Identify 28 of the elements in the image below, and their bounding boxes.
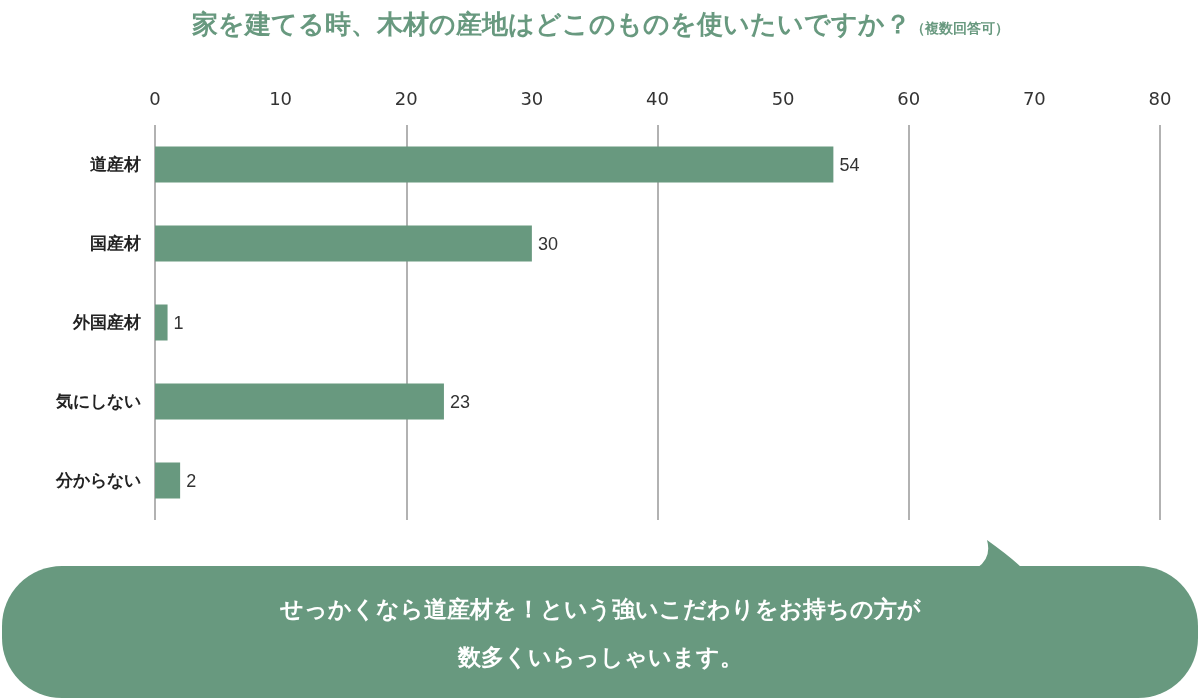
chart-title: 家を建てる時、木材の産地はどこのものを使いたいですか？ bbox=[190, 9, 911, 39]
data-label: 30 bbox=[537, 233, 558, 254]
y-tick-label: 国産材 bbox=[90, 234, 141, 253]
y-tick-label: 外国産材 bbox=[72, 313, 141, 332]
y-tick-label: 気にしない bbox=[55, 392, 141, 411]
bar bbox=[155, 146, 834, 183]
bar bbox=[155, 304, 168, 341]
x-tick-label: 70 bbox=[1022, 87, 1046, 109]
bar bbox=[155, 225, 532, 262]
data-label: 2 bbox=[186, 470, 197, 491]
chart-subtitle: （複数回答可） bbox=[910, 20, 1009, 36]
data-label: 23 bbox=[449, 391, 470, 412]
text: せっかくなら道産材を！という強いこだわりをお持ちの方が bbox=[279, 596, 921, 622]
data-label: 54 bbox=[839, 154, 860, 175]
bar bbox=[155, 383, 444, 420]
x-tick-label: 60 bbox=[897, 87, 921, 109]
x-tick-label: 10 bbox=[269, 87, 293, 109]
x-tick-label: 40 bbox=[646, 87, 669, 109]
x-tick-label: 0 bbox=[149, 87, 161, 109]
x-tick-label: 80 bbox=[1148, 87, 1172, 109]
x-tick-label: 50 bbox=[771, 87, 795, 109]
x-tick-label: 30 bbox=[520, 87, 544, 109]
text: 数多くいらっしゃいます。 bbox=[457, 644, 743, 670]
data-label: 1 bbox=[173, 312, 184, 333]
y-tick-label: 道産材 bbox=[90, 155, 141, 174]
bar bbox=[155, 462, 181, 499]
x-tick-label: 20 bbox=[394, 87, 418, 109]
y-tick-label: 分からない bbox=[55, 471, 141, 490]
